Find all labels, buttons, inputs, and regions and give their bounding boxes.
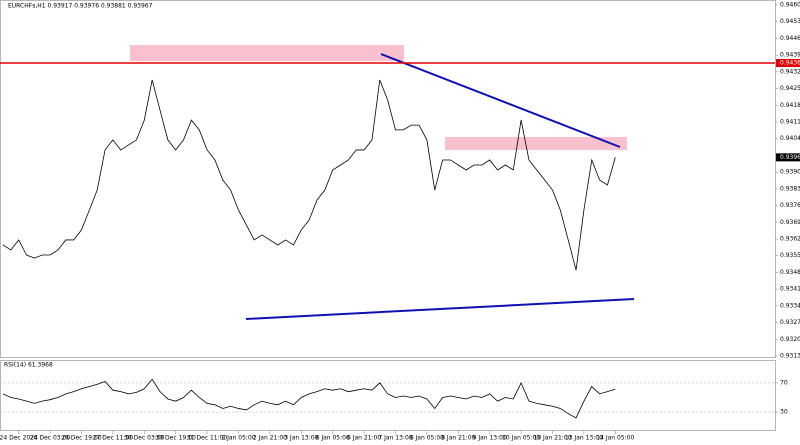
x-tick-label: 31 Dec 11:00 — [187, 435, 228, 442]
x-tick-label: 2 Jan 21:00 — [253, 435, 287, 442]
chart-title: EURCHFs,H1 0.93917 0.93976 0.93881 0.939… — [8, 3, 153, 10]
y-tick-label: 0.93905 — [780, 169, 800, 176]
x-tick-label: 3 Jan 13:00 — [284, 435, 318, 442]
x-tick-label: 10 Jan 05:00 — [502, 435, 540, 442]
y-tick-label: 0.93765 — [780, 202, 800, 209]
price-panel — [0, 0, 776, 358]
supply-zone — [130, 45, 404, 61]
y-tick-label: 30 — [780, 409, 788, 416]
x-tick-label: 6 Jan 05:00 — [316, 435, 350, 442]
y-tick-label: 70 — [780, 379, 788, 386]
y-tick-label: 0.94325 — [780, 68, 800, 75]
y-tick-label: 0.93485 — [780, 269, 800, 276]
rsi-panel — [0, 360, 776, 431]
x-tick-label: 27 Dec 11:00 — [93, 435, 134, 442]
last-price-label: 0.93967 — [780, 154, 800, 161]
x-tick-label: 30 Dec 03:00 — [124, 435, 165, 442]
x-tick-label: 8 Jan 05:00 — [410, 435, 444, 442]
y-tick-label: 0.93205 — [780, 336, 800, 343]
y-tick-label: 0.94395 — [780, 52, 800, 59]
price-line — [2, 79, 616, 271]
y-tick-label: 0.93415 — [780, 286, 800, 293]
y-tick-label: 0.93835 — [780, 185, 800, 192]
rsi-line — [2, 378, 616, 419]
y-tick-label: 0.94255 — [780, 85, 800, 92]
x-tick-label: 26 Dec 03:00 — [30, 435, 71, 442]
y-tick-label: 0.93275 — [780, 319, 800, 326]
y-tick-label: 0.93625 — [780, 236, 800, 243]
last-price-box — [776, 153, 800, 162]
x-tick-label: 10 Jan 21:00 — [534, 435, 572, 442]
resistance-zone — [445, 137, 627, 150]
y-tick-label: 0.93345 — [780, 302, 800, 309]
x-tick-label: 9 Jan 13:00 — [473, 435, 507, 442]
x-tick-label: 30 Dec 19:00 — [156, 435, 197, 442]
y-tick-label: 0.93555 — [780, 252, 800, 259]
x-tick-label: 8 Jan 21:00 — [441, 435, 475, 442]
y-tick-label: 0.93135 — [780, 353, 800, 360]
trendline-lower — [245, 298, 635, 320]
y-tick-label: 0.94115 — [780, 119, 800, 126]
y-tick-label: 0.94465 — [780, 35, 800, 42]
x-tick-label: 13 Jan 13:00 — [565, 435, 603, 442]
rsi-title: RSI(14) 61.3968 — [4, 362, 53, 369]
trendline-upper — [380, 53, 621, 148]
y-tick-label: 0.94605 — [780, 2, 800, 9]
y-tick-label: 0.94185 — [780, 102, 800, 109]
y-tick-label: 0.94045 — [780, 135, 800, 142]
x-tick-label: 2 Jan 05:00 — [221, 435, 255, 442]
x-tick-label: 14 Jan 05:00 — [596, 435, 634, 442]
x-tick-label: 24 Dec 2024 — [0, 435, 38, 442]
x-tick-label: 6 Jan 21:00 — [347, 435, 381, 442]
y-tick-label: 0.94535 — [780, 18, 800, 25]
y-tick-label: 0.93695 — [780, 219, 800, 226]
x-tick-label: 26 Dec 19:00 — [61, 435, 102, 442]
level-box — [776, 59, 800, 68]
level-label: 0.94362 — [780, 60, 800, 67]
x-tick-label: 7 Jan 13:00 — [378, 435, 412, 442]
